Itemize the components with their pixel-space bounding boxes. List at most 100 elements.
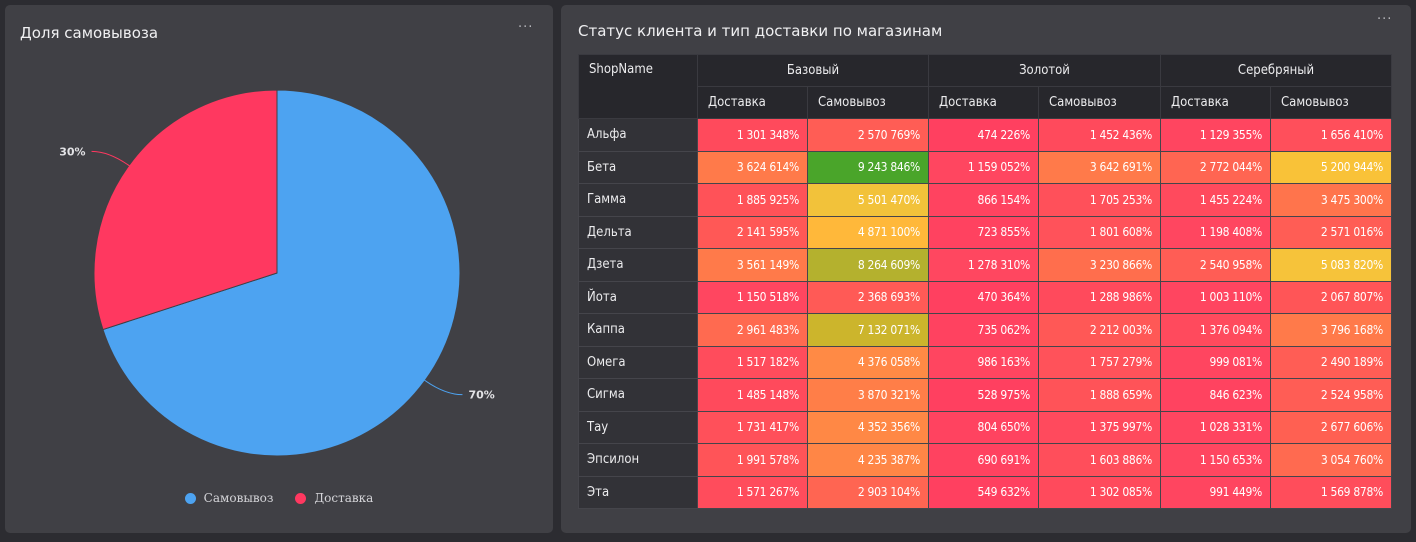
value-cell: 7 132 071% xyxy=(807,313,929,347)
shop-name-cell: Альфа xyxy=(578,118,698,152)
value-cell: 999 081% xyxy=(1160,345,1271,379)
column-header[interactable]: Доставка xyxy=(1160,86,1271,119)
table-row: Тау 1 731 417% 4 352 356% 804 650% 1 375 997… xyxy=(578,410,1392,444)
table-row: Дельта 2 141 595% 4 871 100% 723 855% 1 801 … xyxy=(578,215,1392,249)
value-cell: 2 961 483% xyxy=(697,313,808,347)
value-cell: 2 141 595% xyxy=(697,215,808,249)
value-cell: 3 230 866% xyxy=(1038,248,1161,282)
value-cell: 3 796 168% xyxy=(1270,313,1392,347)
more-options-icon[interactable]: ··· xyxy=(1377,12,1393,27)
value-cell: 3 624 614% xyxy=(697,150,808,184)
value-cell: 2 677 606% xyxy=(1270,410,1392,444)
value-cell: 3 475 300% xyxy=(1270,183,1392,217)
value-cell: 2 368 693% xyxy=(807,280,929,314)
pie-chart-panel: Доля самовывоза ··· 70% 30% Самовывоз Дост… xyxy=(5,5,553,533)
column-header[interactable]: Самовывоз xyxy=(1270,86,1392,119)
shop-name-cell: Дзета xyxy=(578,248,698,282)
value-cell: 9 243 846% xyxy=(807,150,929,184)
table-row: Йота 1 150 518% 2 368 693% 470 364% 1 288 98… xyxy=(578,280,1392,314)
column-header[interactable]: Самовывоз xyxy=(807,86,929,119)
legend-label: Доставка xyxy=(314,491,374,505)
more-options-icon[interactable]: ··· xyxy=(518,20,534,35)
legend-item[interactable]: Доставка xyxy=(295,491,373,505)
value-cell: 2 067 807% xyxy=(1270,280,1392,314)
table-row: Бета 3 624 614% 9 243 846% 1 159 052% 3 642 … xyxy=(578,150,1392,184)
value-cell: 1 003 110% xyxy=(1160,280,1271,314)
value-cell: 1 731 417% xyxy=(697,410,808,444)
shop-name-cell: Бета xyxy=(578,150,698,184)
column-group-header: Золотой xyxy=(928,54,1161,87)
value-cell: 470 364% xyxy=(928,280,1039,314)
value-cell: 2 490 189% xyxy=(1270,345,1392,379)
shop-name-cell: Каппа xyxy=(578,313,698,347)
value-cell: 1 757 279% xyxy=(1038,345,1161,379)
shop-name-cell: Тау xyxy=(578,410,698,444)
value-cell: 5 083 820% xyxy=(1270,248,1392,282)
value-cell: 1 288 986% xyxy=(1038,280,1161,314)
value-cell: 723 855% xyxy=(928,215,1039,249)
legend-item[interactable]: Самовывоз xyxy=(184,491,274,505)
table-panel-title: Статус клиента и тип доставки по магазин… xyxy=(578,22,943,40)
value-cell: 8 264 609% xyxy=(807,248,929,282)
column-group-header: Серебряный xyxy=(1160,54,1392,87)
value-cell: 986 163% xyxy=(928,345,1039,379)
value-cell: 549 632% xyxy=(928,475,1039,509)
pie-data-label: 70% xyxy=(468,389,494,402)
value-cell: 1 198 408% xyxy=(1160,215,1271,249)
shop-name-cell: Омега xyxy=(578,345,698,379)
value-cell: 4 376 058% xyxy=(807,345,929,379)
value-cell: 4 235 387% xyxy=(807,443,929,477)
value-cell: 4 871 100% xyxy=(807,215,929,249)
value-cell: 1 159 052% xyxy=(928,150,1039,184)
table-row: Эта 1 571 267% 2 903 104% 549 632% 1 302 085… xyxy=(578,475,1392,509)
value-cell: 1 656 410% xyxy=(1270,118,1392,152)
shop-name-cell: Гамма xyxy=(578,183,698,217)
value-cell: 1 150 518% xyxy=(697,280,808,314)
value-cell: 866 154% xyxy=(928,183,1039,217)
column-header[interactable]: Доставка xyxy=(697,86,808,119)
value-cell: 3 870 321% xyxy=(807,378,929,412)
legend-dot-icon xyxy=(184,492,196,504)
value-cell: 1 455 224% xyxy=(1160,183,1271,217)
value-cell: 3 054 760% xyxy=(1270,443,1392,477)
value-cell: 1 375 997% xyxy=(1038,410,1161,444)
value-cell: 528 975% xyxy=(928,378,1039,412)
value-cell: 1 888 659% xyxy=(1038,378,1161,412)
column-header[interactable]: Доставка xyxy=(928,86,1039,119)
value-cell: 1 452 436% xyxy=(1038,118,1161,152)
value-cell: 1 376 094% xyxy=(1160,313,1271,347)
value-cell: 1 028 331% xyxy=(1160,410,1271,444)
column-header[interactable]: Самовывоз xyxy=(1038,86,1161,119)
pie-leader-line xyxy=(91,150,131,168)
value-cell: 1 150 653% xyxy=(1160,443,1271,477)
value-cell: 4 352 356% xyxy=(807,410,929,444)
pie-chart: 70% 30% xyxy=(59,89,495,457)
value-cell: 2 540 958% xyxy=(1160,248,1271,282)
value-cell: 804 650% xyxy=(928,410,1039,444)
value-cell: 1 571 267% xyxy=(697,475,808,509)
shop-name-cell: Эта xyxy=(578,475,698,509)
table-row: Сигма 1 485 148% 3 870 321% 528 975% 1 888 6… xyxy=(578,378,1392,412)
shop-name-cell: Йота xyxy=(578,280,698,314)
pie-data-label: 30% xyxy=(59,145,85,158)
value-cell: 2 903 104% xyxy=(807,475,929,509)
table-row: Альфа 1 301 348% 2 570 769% 474 226% 1 452 4… xyxy=(578,118,1392,152)
value-cell: 846 623% xyxy=(1160,378,1271,412)
value-cell: 2 571 016% xyxy=(1270,215,1392,249)
column-header-shopname[interactable]: ShopName xyxy=(578,54,698,119)
value-cell: 1 569 878% xyxy=(1270,475,1392,509)
value-cell: 1 301 348% xyxy=(697,118,808,152)
pie-panel-title: Доля самовывоза xyxy=(20,24,159,42)
value-cell: 3 561 149% xyxy=(697,248,808,282)
value-cell: 5 501 470% xyxy=(807,183,929,217)
value-cell: 1 885 925% xyxy=(697,183,808,217)
column-group-header: Базовый xyxy=(697,54,929,87)
legend-label: Самовывоз xyxy=(203,491,274,505)
value-cell: 474 226% xyxy=(928,118,1039,152)
value-cell: 1 705 253% xyxy=(1038,183,1161,217)
pivot-table: ShopName Базовый Золотой Серебряный Доставка… xyxy=(578,54,1392,509)
table-row: Эпсилон 1 991 578% 4 235 387% 690 691% 1 603… xyxy=(578,443,1392,477)
shop-name-cell: Сигма xyxy=(578,378,698,412)
value-cell: 1 991 578% xyxy=(697,443,808,477)
table-panel: Статус клиента и тип доставки по магазин… xyxy=(561,5,1411,533)
